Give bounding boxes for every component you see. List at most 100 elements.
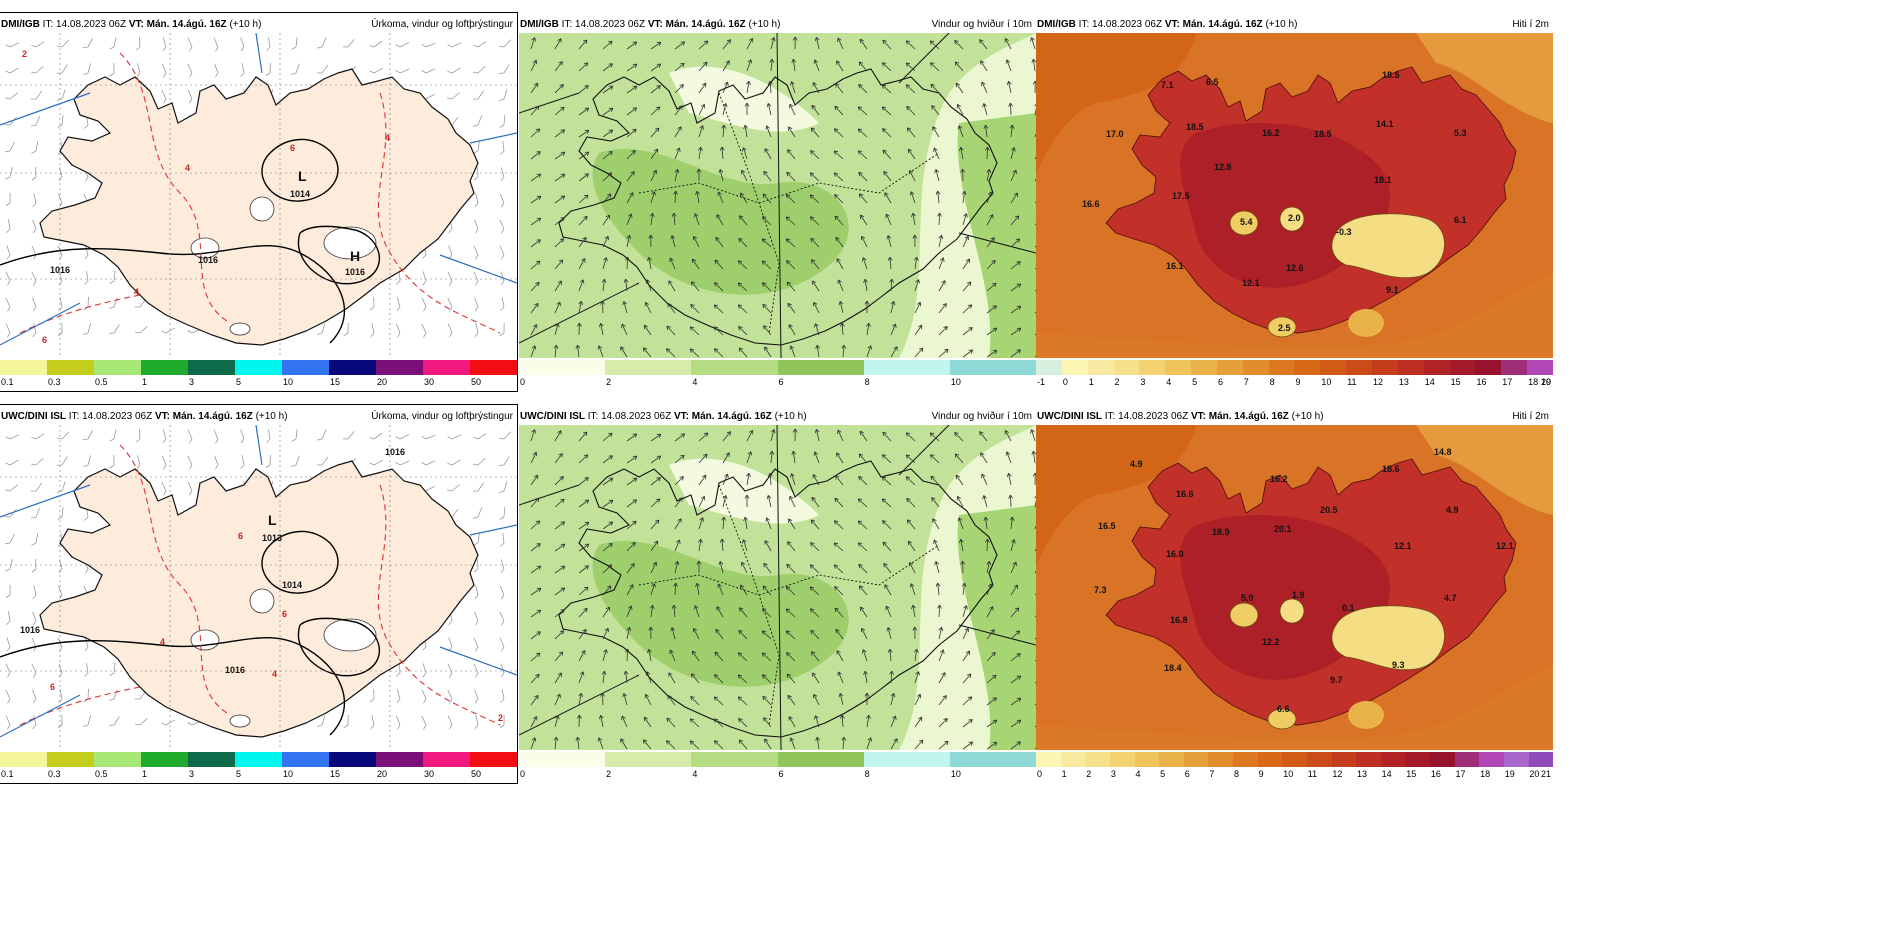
map-value-label: 2 [498, 713, 503, 723]
wind-arrow [761, 652, 772, 662]
wind-arrow [722, 431, 731, 442]
wind-barb [87, 323, 92, 334]
wind-barb [84, 245, 89, 256]
map-value-label: 6.1 [1454, 215, 1467, 225]
wind-arrow [908, 169, 916, 182]
wind-barb [321, 715, 326, 726]
wind-arrow [836, 258, 844, 270]
map-value-label: 7.1 [1161, 80, 1174, 90]
wind-arrow [602, 499, 614, 508]
wind-barb [5, 176, 11, 180]
colorbar-tick-label: 2 [606, 769, 612, 779]
wind-arrow [890, 738, 898, 750]
wind-barb [58, 663, 63, 674]
colorbar-tick-label: 20 [1529, 769, 1540, 779]
isobar [297, 617, 380, 677]
wind-arrow [738, 347, 748, 358]
wind-arrow [650, 561, 658, 574]
panel-precip-uwc: UWC/DINI ISL IT: 14.08.2023 06Z VT: Mán.… [0, 404, 518, 784]
colorbar-tick-label: 7 [1243, 377, 1249, 387]
wind-barb [476, 558, 479, 570]
init-time: IT: 14.08.2023 06Z [1104, 411, 1189, 422]
colorbar-swatch [1475, 360, 1502, 375]
wind-barb [395, 280, 401, 285]
boundary-line [958, 624, 1036, 646]
wind-barb [162, 46, 167, 52]
map-value-label: -0.3 [1336, 227, 1352, 237]
colorbar-tick-label: 0.1 [1, 377, 14, 387]
wind-arrow [962, 235, 969, 248]
colorbar-tick-label: 6 [778, 377, 784, 387]
wind-arrow [602, 235, 609, 248]
wind-barb [501, 594, 505, 600]
colorbar-swatch [1405, 752, 1430, 767]
wind-barb [447, 462, 453, 466]
wind-arrow [626, 128, 637, 138]
wind-field-strong [592, 148, 849, 295]
front-line [255, 33, 263, 74]
colorbar-tick-label: 30 [424, 769, 435, 779]
wind-arrow [882, 454, 892, 464]
wind-barb [447, 663, 453, 674]
wind-barb [473, 542, 479, 546]
iceland-coastline [558, 68, 998, 346]
colorbar-swatch [282, 752, 329, 767]
map-value-label: 1.9 [1292, 590, 1305, 600]
wind-arrow [812, 280, 820, 292]
wind-arrow [646, 256, 652, 270]
wind-arrow [882, 128, 892, 138]
wind-barb [422, 280, 427, 286]
colorbar-swatch [1257, 752, 1283, 767]
wind-arrow [698, 125, 705, 138]
wind-arrow [954, 432, 964, 442]
wind-barb [269, 454, 271, 466]
colorbar-tick-label: 5 [1192, 377, 1198, 387]
wind-arrow [770, 429, 776, 442]
wind-arrow [962, 627, 969, 640]
wind-arrow [578, 477, 589, 486]
wind-arrow [740, 584, 748, 596]
wind-arrow [1010, 305, 1022, 314]
wind-arrow [644, 302, 652, 314]
wind-arrow [932, 126, 940, 138]
wind-arrow [882, 431, 892, 442]
wind-arrow [740, 561, 748, 574]
wind-arrow [743, 124, 748, 138]
wind-arrow [530, 217, 542, 226]
wind-barb [161, 722, 167, 726]
wind-arrow [905, 62, 916, 72]
wind-arrow [883, 563, 892, 574]
wind-arrow [746, 451, 753, 464]
wind-barb [500, 176, 505, 182]
glacier [323, 618, 377, 652]
wind-arrow [1010, 327, 1022, 336]
colorbar-swatch [235, 360, 282, 375]
wind-barb [500, 663, 505, 674]
wind-arrow [905, 84, 916, 94]
wind-arrow [809, 194, 820, 204]
wind-barb [421, 689, 427, 700]
wind-barb [215, 438, 219, 444]
wind-barb [321, 323, 326, 334]
wind-barb [5, 271, 11, 282]
wind-barb [503, 507, 506, 518]
wind-barb [165, 719, 175, 726]
colorbar-tick-label: 1 [142, 769, 148, 779]
colorbar-tick-label: 15 [1406, 769, 1417, 779]
wind-barb [58, 672, 63, 678]
wind-arrow [650, 519, 660, 530]
wind-barb [214, 464, 219, 470]
wind-arrow [810, 519, 820, 530]
wind-arrow [530, 260, 541, 270]
init-time: IT: 14.08.2023 06Z [68, 411, 153, 422]
wind-arrow [697, 146, 703, 160]
wind-arrow [645, 671, 652, 684]
wind-arrow [882, 62, 892, 72]
wind-arrow [1009, 516, 1015, 530]
wind-arrow [602, 585, 612, 596]
wind-barb [84, 254, 89, 260]
wind-arrow [833, 564, 844, 574]
wind-arrow [930, 475, 940, 486]
wind-barb [5, 542, 11, 545]
wind-arrow [836, 60, 844, 72]
